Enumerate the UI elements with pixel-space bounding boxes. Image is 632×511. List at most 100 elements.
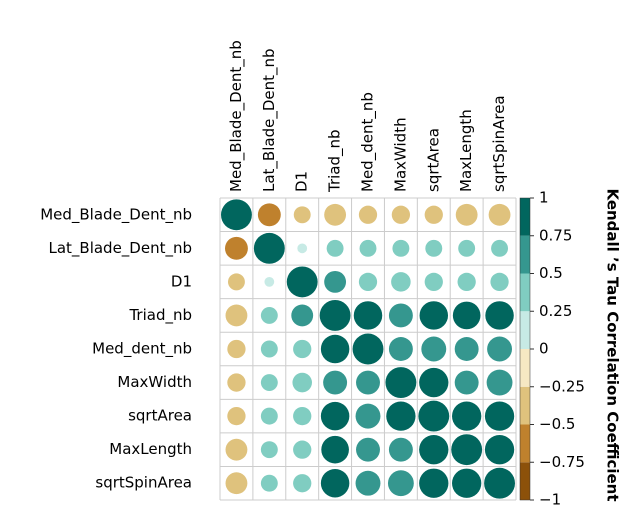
- corr-circle: [454, 370, 479, 395]
- corr-circle: [356, 437, 380, 462]
- corr-circle: [419, 435, 449, 465]
- corr-circle: [388, 437, 413, 462]
- colorbar-tick-label: −0.75: [539, 453, 585, 471]
- row-label: sqrtArea: [128, 407, 192, 425]
- corr-circle: [293, 339, 312, 359]
- column-label: Lat_Blade_Dent_nb: [260, 48, 279, 192]
- column-label: Med_Blade_Dent_nb: [227, 40, 246, 192]
- corr-circle: [451, 434, 483, 466]
- corr-circle: [253, 232, 285, 264]
- colorbar-segment: [520, 462, 530, 500]
- colorbar-segment: [520, 198, 530, 236]
- corr-circle: [419, 301, 449, 330]
- corr-circle: [225, 438, 248, 461]
- corr-circle: [452, 401, 482, 431]
- corr-circle: [320, 401, 350, 431]
- corr-circle: [452, 468, 482, 498]
- corr-circle: [358, 205, 378, 224]
- colorbar-segment: [520, 424, 530, 463]
- corr-circle: [323, 370, 348, 395]
- corr-circle: [487, 336, 513, 362]
- corr-circle: [225, 472, 248, 495]
- legend-title: Kendall ’s Tau Correlation Coefficient: [604, 188, 622, 501]
- corr-circle: [264, 277, 275, 287]
- corr-circle: [326, 239, 344, 257]
- colorbar-segment: [520, 349, 530, 387]
- colorbar-segment: [520, 273, 530, 312]
- colorbar-segment: [520, 235, 530, 274]
- corr-circle: [457, 272, 476, 292]
- corr-circle: [488, 203, 511, 226]
- corr-circle: [358, 272, 378, 292]
- corr-circle: [388, 303, 413, 328]
- colorbar-tick-label: 1: [539, 189, 549, 207]
- colorbar-segment: [520, 386, 530, 425]
- row-label: Lat_Blade_Dent_nb: [48, 239, 192, 258]
- corr-circle: [491, 239, 509, 257]
- corr-circle: [355, 470, 381, 496]
- corr-circle: [458, 239, 476, 257]
- corr-circle: [227, 273, 245, 291]
- colorbar-tick-label: 0.5: [539, 264, 563, 282]
- colorbar-tick-label: −0.25: [539, 377, 585, 395]
- corr-circle: [293, 206, 311, 224]
- corr-circle: [260, 407, 278, 425]
- corr-circle: [484, 435, 515, 465]
- row-label: MaxLength: [109, 440, 192, 458]
- corr-circle: [484, 401, 515, 431]
- corr-circle: [320, 468, 350, 498]
- row-label: D1: [171, 272, 192, 290]
- corr-circle: [418, 400, 450, 432]
- corr-circle: [321, 435, 349, 464]
- corr-circle: [225, 304, 248, 327]
- row-label: Med_dent_nb: [92, 340, 192, 359]
- corr-circle: [359, 239, 377, 257]
- colorbar-tick-label: −1: [539, 491, 561, 508]
- corr-circle: [227, 339, 246, 359]
- corr-circle: [286, 266, 318, 298]
- corr-circle: [485, 301, 514, 330]
- row-label: sqrtSpinArea: [95, 474, 192, 492]
- corr-circle: [260, 441, 278, 459]
- corr-circle: [490, 272, 509, 292]
- corr-circle: [227, 406, 246, 426]
- corr-circle: [424, 272, 443, 292]
- corr-circle: [260, 340, 278, 358]
- corr-circle: [324, 203, 347, 226]
- corr-circle: [291, 304, 314, 327]
- corr-circle: [260, 374, 278, 392]
- corr-circle: [353, 301, 383, 330]
- corr-circle: [297, 243, 308, 254]
- corr-circle: [221, 199, 252, 231]
- column-label: sqrtArea: [424, 128, 442, 192]
- corr-circle: [257, 203, 281, 227]
- corr-circle: [419, 468, 449, 498]
- row-label: Med_Blade_Dent_nb: [40, 205, 192, 224]
- corr-circle: [260, 474, 278, 492]
- column-label: MaxWidth: [391, 117, 409, 192]
- corr-circle: [227, 373, 246, 392]
- corr-circle: [391, 205, 411, 224]
- corr-circle: [293, 440, 312, 459]
- corr-circle: [352, 333, 384, 365]
- corr-circle: [392, 239, 410, 257]
- corr-circle: [320, 334, 350, 364]
- corr-circle: [292, 372, 312, 393]
- colorbar-segment: [520, 311, 530, 349]
- corr-circle: [424, 205, 443, 224]
- column-label: Triad_nb: [326, 129, 345, 193]
- row-label: MaxWidth: [117, 373, 192, 391]
- corr-circle: [324, 270, 347, 293]
- corr-circle: [387, 470, 414, 497]
- column-label: sqrtSpinArea: [490, 95, 508, 192]
- corr-circle: [454, 337, 479, 361]
- column-label: Med_dent_nb: [359, 92, 378, 192]
- column-label: D1: [293, 171, 311, 192]
- corr-circle: [293, 406, 312, 426]
- corr-circle: [356, 370, 380, 395]
- corr-circle: [385, 367, 417, 398]
- corr-circle: [293, 474, 312, 493]
- colorbar-tick-label: 0.75: [539, 226, 572, 244]
- column-label: MaxLength: [457, 109, 475, 192]
